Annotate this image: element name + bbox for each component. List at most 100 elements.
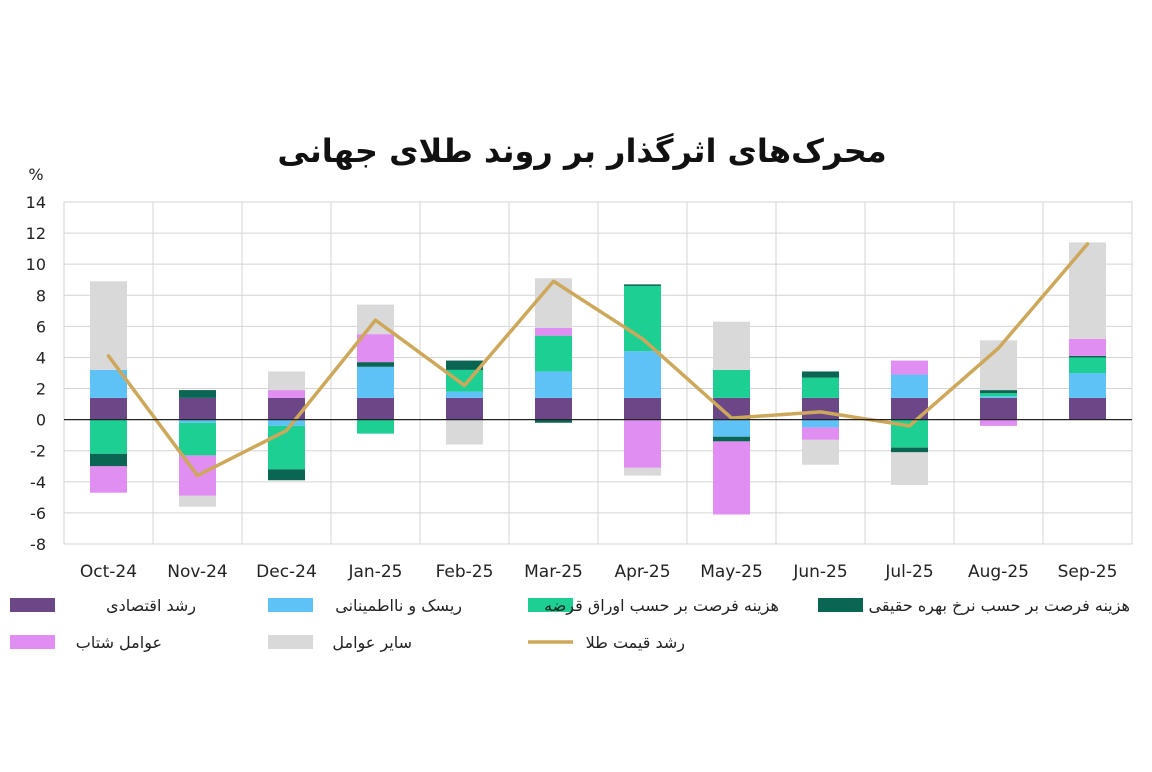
bar-segment (357, 334, 394, 363)
legend-label: رشد قیمت طلا (586, 633, 685, 653)
x-tick-label: Feb-25 (436, 562, 494, 582)
bar-segment (624, 397, 661, 420)
bar-segment (891, 452, 928, 485)
bar-segment (891, 360, 928, 375)
bar-segment (980, 419, 1017, 426)
bar-segment (446, 360, 483, 370)
x-tick-label: Oct-24 (80, 562, 137, 582)
bar-segment (624, 284, 661, 286)
x-tick-label: Mar-25 (524, 562, 583, 582)
bar-segment (891, 447, 928, 453)
x-tick-label: Aug-25 (968, 562, 1029, 582)
bar-segment (1069, 397, 1106, 420)
y-tick-label: -2 (30, 442, 46, 461)
bar-segment (624, 285, 661, 352)
bar-segment (624, 467, 661, 476)
bar-segment (268, 390, 305, 398)
bar-segment (535, 335, 572, 372)
bar-segment (357, 419, 394, 434)
legend-swatch (818, 598, 863, 612)
legend-swatch (528, 598, 573, 612)
bar-segment (90, 466, 127, 493)
x-tick-label: Jan-25 (348, 562, 403, 582)
bar-segment (980, 397, 1017, 420)
axis-layer: 14 12 10 8 6 4 2 0 -2 -4 -6 -8 Oct-24 Nov-24 Dec-24 Jan… (26, 193, 1132, 582)
gold-growth-line (106, 242, 1090, 478)
bar-segment (980, 396, 1017, 398)
bar-segment (1069, 355, 1106, 358)
bar-segment (802, 377, 839, 398)
y-tick-label: 2 (36, 380, 46, 399)
bar-segment (179, 419, 216, 423)
bar-segment (713, 321, 750, 370)
bar-segment (357, 366, 394, 398)
legend-swatch (10, 598, 55, 612)
y-tick-label: 8 (36, 286, 46, 305)
x-tick-label: Nov-24 (167, 562, 228, 582)
x-tick-label: Dec-24 (256, 562, 317, 582)
bar-segment (535, 397, 572, 420)
bar-segment (713, 419, 750, 437)
y-tick-label: 6 (36, 317, 46, 336)
bars-layer (90, 242, 1106, 515)
bar-segment (179, 390, 216, 398)
bar-segment (90, 397, 127, 420)
bar-segment (713, 397, 750, 420)
bar-segment (802, 439, 839, 465)
bar-segment (980, 393, 1017, 397)
legend-label: سایر عوامل (332, 633, 412, 653)
legend-swatch (268, 598, 313, 612)
grid-layer (63, 201, 1133, 545)
bar-segment (268, 425, 305, 470)
bar-segment (802, 427, 839, 440)
y-tick-label: -4 (30, 473, 46, 492)
y-tick-label: -6 (30, 504, 46, 523)
bar-segment (179, 397, 216, 420)
bar-segment (713, 441, 750, 515)
bar-segment (268, 371, 305, 391)
bar-segment (535, 419, 572, 423)
x-tick-label: May-25 (700, 562, 763, 582)
chart-title: محرک‌های اثرگذار بر روند طلای جهانی (277, 132, 886, 170)
bar-segment (891, 374, 928, 398)
y-tick-label: 12 (26, 224, 46, 243)
bar-segment (1069, 373, 1106, 398)
bar-segment (624, 351, 661, 398)
bar-segment (802, 371, 839, 378)
bar-segment (891, 397, 928, 420)
legend: رشد اقتصادی ریسک و نااطمینانی هزینه فرصت ب… (10, 596, 1130, 653)
bar-segment (90, 419, 127, 454)
y-tick-label: -8 (30, 535, 46, 554)
bar-segment (535, 278, 572, 328)
bar-segment (446, 369, 483, 392)
bar-segment (802, 397, 839, 420)
bar-segment (1069, 338, 1106, 356)
legend-label: عوامل شتاب (76, 633, 162, 653)
x-tick-label: Jun-25 (792, 562, 847, 582)
y-tick-label: 10 (26, 255, 46, 274)
bar-segment (713, 436, 750, 442)
line-layer (106, 242, 1090, 478)
y-axis-unit-label: % (28, 165, 43, 184)
bar-segment (535, 327, 572, 336)
x-tick-label: Sep-25 (1058, 562, 1118, 582)
legend-label: هزینه فرصت بر حسب اوراق قرضه (544, 596, 779, 616)
legend-label: ریسک و نااطمینانی (335, 596, 462, 616)
bar-segment (357, 362, 394, 367)
legend-swatch (268, 635, 313, 649)
bar-segment (624, 419, 661, 468)
legend-label: هزینه فرصت بر حسب نرخ بهره حقیقی (869, 596, 1130, 616)
bar-segment (802, 419, 839, 428)
bar-segment (268, 469, 305, 481)
bar-segment (179, 495, 216, 507)
bar-segment (980, 390, 1017, 394)
bar-segment (268, 419, 305, 426)
bar-segment (268, 397, 305, 420)
bar-segment (357, 397, 394, 420)
bar-segment (179, 422, 216, 456)
y-tick-label: 14 (26, 193, 46, 212)
x-tick-label: Jul-25 (884, 562, 933, 582)
bar-segment (713, 369, 750, 398)
